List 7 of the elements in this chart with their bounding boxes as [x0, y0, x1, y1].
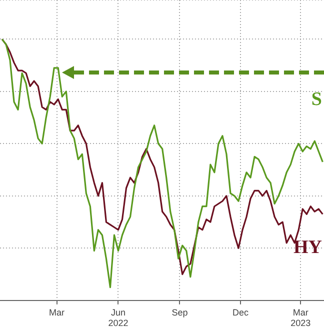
series-label: HY [294, 237, 322, 258]
x-tick-label: Jun 2022 [108, 307, 128, 328]
x-tick-label: Sep [172, 307, 188, 318]
x-tick-label: Mar 2023 [290, 307, 311, 328]
x-tick-label: Mar [49, 307, 65, 318]
series-label: S [311, 88, 322, 110]
x-tick-label: Dec [232, 307, 249, 318]
